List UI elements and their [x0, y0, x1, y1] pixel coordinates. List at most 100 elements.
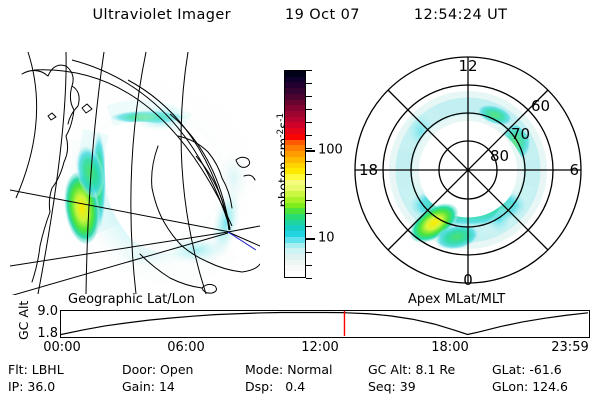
orbit-x-tick-4: 23:59 — [551, 340, 589, 355]
colorbar-segment — [285, 105, 305, 112]
colorbar-segment — [285, 225, 305, 232]
mlt-spokes — [355, 57, 581, 283]
status-flt: Flt: LBHL — [8, 362, 64, 377]
status-flt-value: LBHL — [31, 362, 64, 377]
status-door: Door: Open — [122, 362, 193, 377]
status-bar: Flt: LBHL Door: Open Mode: Normal GC Alt… — [0, 362, 600, 396]
status-dsp-label: Dsp: — [245, 379, 274, 394]
colorbar-segment — [285, 254, 305, 260]
colorbar-segment — [285, 242, 305, 249]
orbit-y-tick-max: 9.0 — [37, 304, 58, 319]
status-ip: IP: 36.0 — [8, 379, 55, 394]
status-mode-label: Mode: — [245, 362, 284, 377]
colorbar-segment — [285, 271, 305, 277]
status-row-1: Flt: LBHL Door: Open Mode: Normal GC Alt… — [0, 362, 600, 379]
mlat-label-70: 70 — [511, 125, 530, 143]
colorbar-segment — [285, 196, 305, 203]
colorbar-minor-tick — [306, 83, 312, 85]
coastlines — [21, 64, 260, 294]
colorbar-segment — [285, 168, 305, 174]
colorbar-segment — [285, 213, 305, 220]
status-glat-value: -61.6 — [529, 362, 562, 377]
colorbar-segment — [285, 259, 305, 266]
colorbar-tick-label: 100 — [318, 142, 343, 158]
orbit-altitude-trace — [61, 311, 588, 336]
colorbar-minor-tick — [306, 96, 312, 98]
orbit-y-tick-min: 1.8 — [37, 326, 58, 341]
colorbar-gradient — [284, 70, 306, 278]
apex-panel-title: Apex MLat/MLT — [408, 292, 506, 307]
colorbar-segment — [285, 156, 305, 163]
colorbar-segment — [285, 139, 305, 146]
apex-dial-panel[interactable]: 12 18 6 0 60 70 80 — [345, 45, 595, 295]
colorbar-minor-tick — [306, 200, 312, 202]
mlat-label-60: 60 — [531, 97, 550, 115]
apex-dial-svg: 12 18 6 0 60 70 80 — [345, 45, 595, 295]
status-door-value: Open — [160, 362, 194, 377]
status-glon-label: GLon: — [492, 379, 529, 394]
colorbar-major-tick — [306, 150, 315, 152]
geographic-panel-title: Geographic Lat/Lon — [68, 292, 195, 307]
colorbar-segment — [285, 248, 305, 254]
status-glon-value: 124.6 — [532, 379, 568, 394]
colorbar-minor-tick — [306, 174, 312, 176]
colorbar-segment — [285, 185, 305, 192]
colorbar-minor-tick — [306, 161, 312, 163]
status-dsp-value: 0.4 — [285, 379, 306, 394]
mlt-label-12: 12 — [458, 57, 477, 75]
status-door-label: Door: — [122, 362, 157, 377]
colorbar-segment — [285, 145, 305, 152]
colorbar-minor-tick — [306, 70, 312, 72]
colorbar-tick-label: 10 — [318, 230, 335, 246]
orbit-x-tick-3: 18:00 — [431, 340, 469, 355]
colorbar-segment — [285, 111, 305, 117]
orbit-y-axis-title: GC Alt — [2, 300, 31, 342]
mlat-label-80: 80 — [490, 147, 509, 165]
mlt-label-6: 6 — [569, 161, 579, 179]
lat-lon-graticule — [10, 51, 260, 295]
observation-time: 12:54:24 UT — [413, 7, 508, 23]
status-gcalt: GC Alt: 8.1 Re — [368, 362, 455, 377]
colorbar-minor-tick — [306, 239, 312, 241]
colorbar-segment — [285, 265, 305, 272]
colorbar-segment — [285, 173, 305, 180]
colorbar-segment — [285, 133, 305, 140]
colorbar-minor-tick — [306, 187, 312, 189]
status-gcalt-value: 8.1 Re — [415, 362, 456, 377]
orbit-altitude-plot[interactable] — [60, 310, 590, 338]
status-seq-value: 39 — [399, 379, 416, 394]
status-dsp: Dsp: 0.4 — [245, 379, 305, 394]
status-ip-value: 36.0 — [27, 379, 56, 394]
status-glat: GLat: -61.6 — [492, 362, 562, 377]
colorbar-segment — [285, 162, 305, 169]
colorbar-minor-tick — [306, 109, 312, 111]
colorbar-segment — [285, 76, 305, 83]
header: Ultraviolet Imager 19 Oct 07 12:54:24 UT — [0, 4, 600, 26]
observation-date: 19 Oct 07 — [285, 7, 360, 23]
colorbar-minor-tick — [306, 265, 312, 267]
colorbar-segment — [285, 82, 305, 89]
orbit-x-tick-2: 12:00 — [301, 340, 339, 355]
status-ip-label: IP: — [8, 379, 24, 394]
colorbar-minor-tick — [306, 148, 312, 150]
colorbar-major-tick — [306, 238, 315, 240]
orbit-altitude-svg — [61, 311, 588, 336]
colorbar-minor-tick — [306, 135, 312, 137]
status-seq: Seq: 39 — [368, 379, 416, 394]
colorbar-segment — [285, 202, 305, 209]
status-mode-value: Normal — [287, 362, 333, 377]
status-gcalt-label: GC Alt: — [368, 362, 412, 377]
colorbar-segment — [285, 151, 305, 157]
colorbar-segment — [285, 122, 305, 129]
mlt-label-18: 18 — [359, 161, 378, 179]
colorbar-minor-tick — [306, 122, 312, 124]
orbit-x-tick-0: 00:00 — [43, 340, 81, 355]
geographic-image-panel[interactable] — [10, 50, 260, 295]
colorbar-segment — [285, 128, 305, 134]
orbit-panel-titles: Geographic Lat/Lon Apex MLat/MLT — [0, 292, 600, 308]
geographic-content — [10, 50, 260, 295]
status-glon: GLon: 124.6 — [492, 379, 568, 394]
colorbar-ticks — [306, 70, 315, 280]
